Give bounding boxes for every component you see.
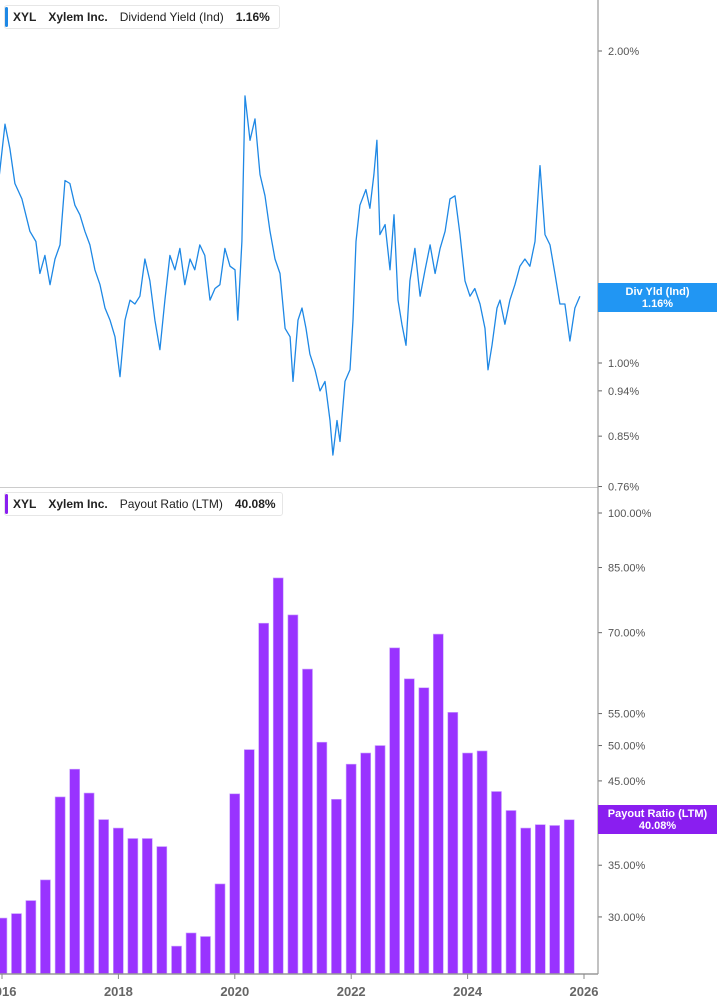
dividend-yield-line [0, 95, 581, 456]
payout-ratio-bar [331, 798, 342, 975]
x-tick-label: 2026 [570, 984, 599, 999]
dividend-yield-panel [0, 95, 581, 456]
y-tick-label: 0.85% [608, 431, 639, 443]
legend-value: 40.08% [234, 497, 276, 511]
legend-value: 1.16% [235, 10, 270, 24]
payout-ratio-bar [98, 819, 109, 975]
y-tick-label: 1.00% [608, 358, 639, 370]
payout-ratio-bar [491, 791, 502, 975]
payout-ratio-bar [11, 913, 22, 975]
payout-ratio-bar [0, 917, 8, 975]
payout-ratio-bar [127, 838, 139, 975]
legend-ticker: XYL [13, 497, 37, 511]
payout-ratio-bar [345, 763, 357, 975]
payout-ratio-bar [25, 900, 37, 975]
legend-company: Xylem Inc. [48, 497, 108, 511]
payout-ratio-bar [243, 749, 255, 975]
y-tick-label: 30.00% [608, 912, 646, 924]
badge-label: Payout Ratio (LTM) [607, 808, 708, 820]
payout-ratio-bar [156, 846, 168, 975]
payout-ratio-bar [432, 633, 444, 975]
dividend-yield-value-badge: Div Yld (Ind) 1.16% [598, 283, 717, 312]
y-tick-label: 0.94% [608, 386, 639, 398]
payout-ratio-bar [447, 712, 459, 975]
badge-value: 1.16% [641, 298, 674, 310]
payout-ratio-bar [549, 825, 560, 975]
legend-ticker: XYL [13, 10, 37, 24]
x-tick-label: 2022 [337, 984, 366, 999]
y-tick-label: 2.00% [608, 46, 639, 58]
y-tick-label: 100.00% [608, 508, 652, 520]
x-tick-label: 2018 [104, 984, 133, 999]
y-tick-label: 50.00% [608, 741, 646, 753]
payout-ratio-legend[interactable]: XYL Xylem Inc. Payout Ratio (LTM) 40.08% [4, 492, 283, 516]
y-tick-label: 55.00% [608, 709, 646, 721]
payout-ratio-bar [287, 614, 299, 975]
y-tick-label: 70.00% [608, 628, 646, 640]
legend-company: Xylem Inc. [48, 10, 108, 24]
dividend-yield-legend[interactable]: XYL Xylem Inc. Dividend Yield (Ind) 1.16… [4, 5, 280, 29]
legend-metric: Payout Ratio (LTM) [119, 497, 223, 511]
payout-ratio-bar [316, 741, 328, 975]
payout-ratio-bar [83, 792, 95, 975]
payout-ratio-bar [505, 810, 517, 975]
payout-ratio-bar [534, 824, 546, 975]
payout-ratio-bar [113, 827, 124, 975]
payout-ratio-bar [476, 750, 488, 975]
y-tick-label: 35.00% [608, 860, 646, 872]
y-tick-label: 85.00% [608, 563, 646, 575]
legend-metric: Dividend Yield (Ind) [119, 10, 224, 24]
payout-ratio-bar [374, 745, 386, 975]
payout-ratio-bar [69, 768, 80, 975]
x-tick-label: 2020 [220, 984, 249, 999]
payout-ratio-bar [229, 793, 241, 975]
payout-ratio-bar [462, 752, 473, 975]
series-color-marker [5, 494, 8, 514]
badge-label: Div Yld (Ind) [625, 286, 690, 298]
payout-ratio-bar [141, 838, 153, 975]
payout-ratio-panel [0, 577, 575, 975]
payout-ratio-bar [302, 668, 313, 975]
y-tick-label: 45.00% [608, 776, 646, 788]
payout-ratio-bar [520, 827, 532, 975]
payout-ratio-bar [360, 752, 371, 975]
payout-ratio-bar [214, 883, 226, 975]
payout-ratio-bar [404, 678, 415, 975]
series-color-marker [5, 7, 8, 27]
payout-ratio-bar [40, 879, 51, 975]
payout-ratio-bar [389, 647, 400, 975]
payout-ratio-bar [54, 796, 66, 975]
payout-ratio-value-badge: Payout Ratio (LTM) 40.08% [598, 805, 717, 834]
payout-ratio-bar [200, 936, 211, 975]
axes: 2.00% 1.00% 0.94% 0.85% 0.76% 100.00% 85.00% 70… [0, 0, 652, 999]
payout-ratio-bar [258, 622, 269, 975]
payout-ratio-bar [185, 932, 197, 975]
payout-ratio-bar [418, 687, 430, 975]
x-tick-label: 2016 [0, 984, 16, 999]
badge-value: 40.08% [638, 820, 677, 832]
x-tick-label: 2024 [453, 984, 483, 999]
payout-ratio-bar [563, 819, 575, 975]
y-tick-label: 0.76% [608, 482, 639, 494]
payout-ratio-bar [272, 577, 284, 975]
payout-ratio-bar [171, 945, 182, 975]
